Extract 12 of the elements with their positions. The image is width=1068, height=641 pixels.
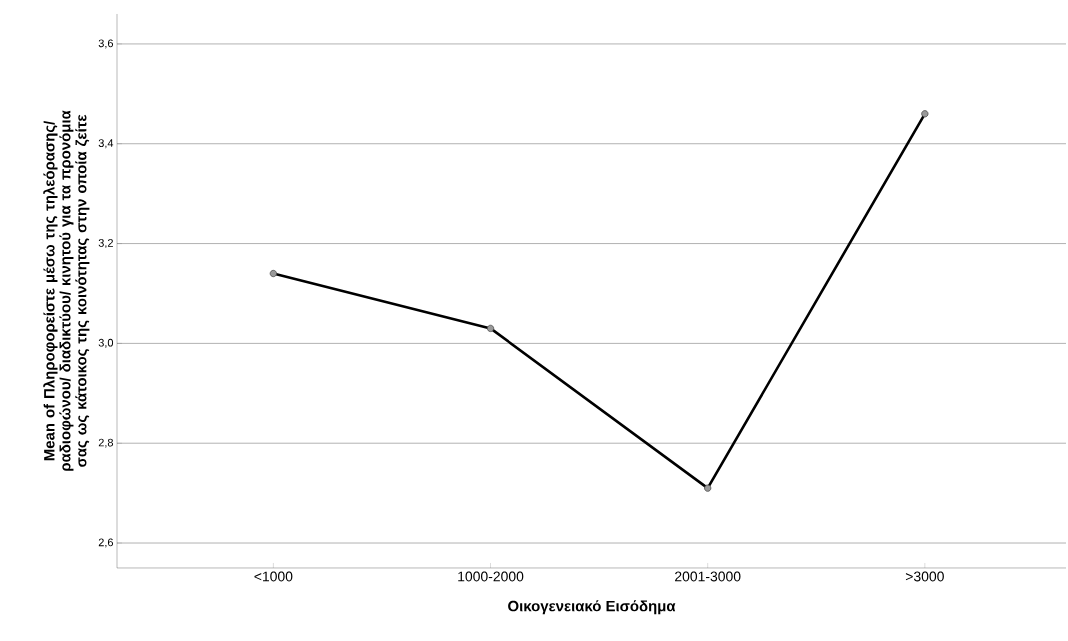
x-tick-label: 2001-3000 <box>675 571 741 582</box>
x-tick-label: <1000 <box>254 571 293 582</box>
x-tick-label: 1000-2000 <box>458 571 524 582</box>
y-tick-label: 3,0 <box>98 338 114 348</box>
y-tick-label: 2,8 <box>98 438 113 448</box>
x-axis-title: Οικογενειακό Εισόδημα <box>508 600 676 615</box>
x-tick-label: >3000 <box>905 571 944 582</box>
y-tick-label: 3,2 <box>98 239 113 249</box>
y-tick-label: 3,4 <box>98 139 114 149</box>
y-axis-title: Mean of Πληροφορείστε μέσω της τηλεόρασης/ ραδιοφώνου/ διαδικτύου/ κινητού για τα προνόμια σας ως κάτοικος της κοινότητας στην οποία ζείτε <box>43 110 90 471</box>
y-tick-label: 3,6 <box>98 39 113 49</box>
y-tick-label: 2,6 <box>98 538 113 548</box>
